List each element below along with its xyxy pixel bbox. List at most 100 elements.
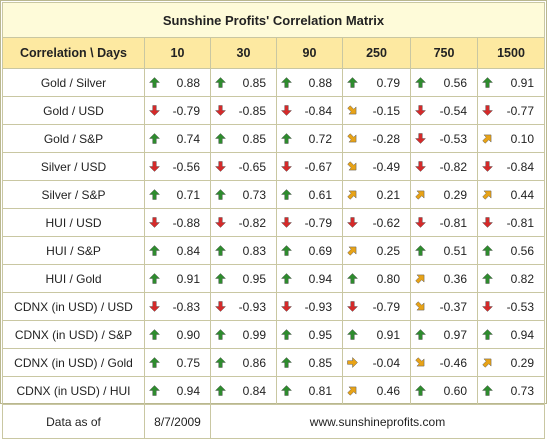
correlation-value: -0.15: [372, 103, 400, 118]
correlation-value: 0.82: [510, 271, 534, 286]
correlation-value: -0.28: [372, 131, 400, 146]
arrow-up-icon: [215, 356, 226, 368]
website-link[interactable]: www.sunshineprofits.com: [210, 404, 545, 439]
footer-row: Data as of 8/7/2009 www.sunshineprofits.co…: [2, 404, 545, 439]
row-label: CDNX (in USD) / S&P: [2, 320, 145, 349]
correlation-value: 0.85: [308, 355, 332, 370]
data-as-of-label: Data as of: [2, 404, 145, 439]
correlation-value: -0.84: [506, 159, 534, 174]
correlation-cell: 0.10: [477, 124, 545, 153]
correlation-cell: 0.56: [477, 236, 545, 265]
correlation-value: -0.79: [304, 215, 332, 230]
matrix-title: Sunshine Profits' Correlation Matrix: [2, 2, 545, 38]
correlation-cell: 0.95: [210, 264, 277, 293]
arrow-down-icon: [415, 160, 426, 172]
correlation-cell: -0.84: [276, 96, 343, 125]
correlation-cell: -0.79: [276, 208, 343, 237]
arrow-up-icon: [215, 328, 226, 340]
correlation-cell: -0.83: [144, 292, 211, 321]
correlation-value: 0.90: [176, 327, 200, 342]
correlation-value: -0.65: [238, 159, 266, 174]
correlation-cell: 0.73: [477, 376, 545, 405]
correlation-value: 0.10: [510, 131, 534, 146]
correlation-value: -0.93: [238, 299, 266, 314]
column-header-days: 250: [342, 37, 411, 69]
correlation-cell: -0.77: [477, 96, 545, 125]
correlation-value: 0.86: [242, 355, 266, 370]
arrow-up-icon: [281, 76, 292, 88]
arrow-up-icon: [281, 384, 292, 396]
correlation-value: -0.37: [439, 299, 467, 314]
arrow-up-right-icon: [347, 189, 358, 200]
arrow-up-icon: [415, 384, 426, 396]
correlation-cell: 0.72: [276, 124, 343, 153]
correlation-cell: 0.90: [144, 320, 211, 349]
table-row: Gold / S&P 0.74 0.85 0.72 -0.28 -0.53 0.10: [2, 124, 545, 153]
correlation-value: -0.77: [506, 103, 534, 118]
correlation-value: 0.94: [510, 327, 534, 342]
arrow-up-right-icon: [482, 189, 493, 200]
correlation-cell: 0.88: [144, 68, 211, 97]
arrow-up-icon: [281, 244, 292, 256]
arrow-up-icon: [215, 132, 226, 144]
correlation-value: 0.91: [176, 271, 200, 286]
correlation-cell: -0.84: [477, 152, 545, 181]
arrow-up-icon: [149, 244, 160, 256]
arrow-up-right-icon: [347, 245, 358, 256]
arrow-up-icon: [215, 244, 226, 256]
arrow-down-icon: [149, 160, 160, 172]
correlation-value: 0.94: [176, 383, 200, 398]
correlation-cell: -0.93: [210, 292, 277, 321]
correlation-value: 0.36: [443, 271, 467, 286]
header-label: Correlation \ Days: [2, 37, 145, 69]
correlation-cell: 0.88: [276, 68, 343, 97]
arrow-up-icon: [149, 384, 160, 396]
arrow-down-icon: [482, 104, 493, 116]
arrow-up-icon: [347, 76, 358, 88]
arrow-down-icon: [215, 160, 226, 172]
arrow-up-icon: [149, 132, 160, 144]
correlation-cell: 0.29: [477, 348, 545, 377]
arrow-up-icon: [215, 188, 226, 200]
arrow-down-icon: [215, 216, 226, 228]
table-row: HUI / USD -0.88 -0.82 -0.79 -0.62 -0.81 -0.81: [2, 208, 545, 237]
correlation-value: 0.88: [308, 75, 332, 90]
correlation-cell: -0.85: [210, 96, 277, 125]
correlation-cell: 0.51: [410, 236, 478, 265]
arrow-up-icon: [415, 328, 426, 340]
column-header-days: 30: [210, 37, 277, 69]
correlation-cell: 0.91: [144, 264, 211, 293]
correlation-cell: 0.79: [342, 68, 411, 97]
correlation-value: 0.73: [242, 187, 266, 202]
arrow-down-icon: [281, 104, 292, 116]
row-label: HUI / S&P: [2, 236, 145, 265]
column-header-days: 1500: [477, 37, 545, 69]
arrow-up-icon: [347, 328, 358, 340]
correlation-value: -0.62: [372, 215, 400, 230]
arrow-up-icon: [281, 356, 292, 368]
correlation-value: -0.84: [304, 103, 332, 118]
arrow-up-icon: [347, 272, 358, 284]
column-header-days: 750: [410, 37, 478, 69]
correlation-cell: 0.91: [342, 320, 411, 349]
header-row: Correlation \ Days 10 30 90 250 750 1500: [2, 37, 545, 69]
arrow-down-right-icon: [347, 104, 358, 116]
row-label: Gold / USD: [2, 96, 145, 125]
arrow-up-icon: [149, 272, 160, 284]
correlation-value: 0.25: [376, 243, 400, 258]
arrow-down-icon: [482, 216, 493, 228]
correlation-cell: 0.85: [210, 124, 277, 153]
row-label: HUI / USD: [2, 208, 145, 237]
row-label: CDNX (in USD) / USD: [2, 292, 145, 321]
arrow-up-icon: [482, 244, 493, 256]
correlation-value: 0.83: [242, 243, 266, 258]
correlation-cell: -0.81: [477, 208, 545, 237]
correlation-value: 0.85: [242, 131, 266, 146]
arrow-up-icon: [149, 76, 160, 88]
table-row: Gold / Silver 0.88 0.85 0.88 0.79 0.56 0.91: [2, 68, 545, 97]
row-label: CDNX (in USD) / Gold: [2, 348, 145, 377]
correlation-cell: 0.60: [410, 376, 478, 405]
correlation-cell: 0.74: [144, 124, 211, 153]
arrow-down-icon: [215, 300, 226, 312]
